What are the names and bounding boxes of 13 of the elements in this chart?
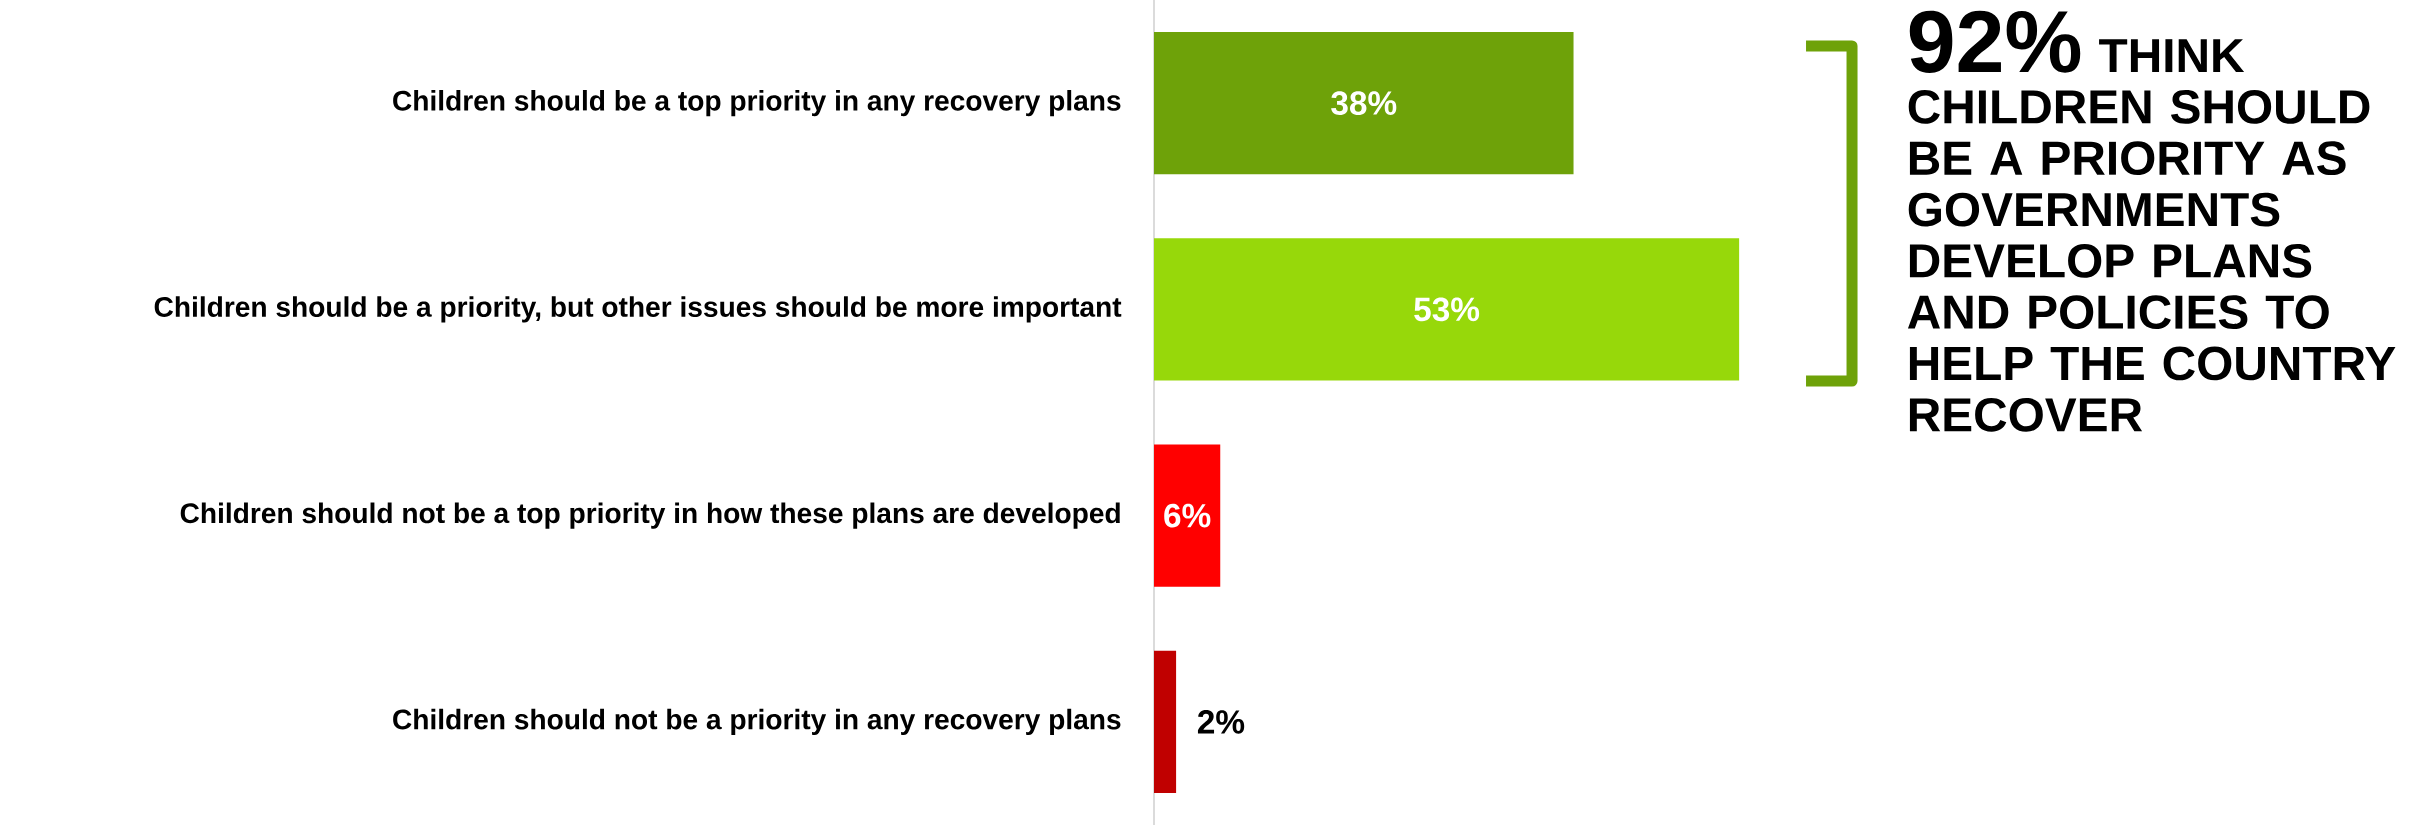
data-label: 53% bbox=[1414, 297, 1480, 322]
y-tick-label: Children should be a top priority in any recovery plans bbox=[393, 90, 1121, 117]
bar bbox=[1154, 444, 1221, 587]
y-tick-label: Children should not be a top priority in how these plans are developed bbox=[180, 502, 1120, 529]
bar bbox=[1154, 31, 1574, 175]
y-tick-label: Children should not be a priority in any recovery plans bbox=[393, 708, 1121, 735]
bar bbox=[1154, 650, 1177, 794]
data-label: 6% bbox=[1164, 503, 1211, 528]
data-label: 38% bbox=[1331, 91, 1397, 115]
data-label: 2% bbox=[1197, 710, 1245, 734]
y-tick-label: Children should be a priority, but other issues should be more important bbox=[154, 296, 1122, 323]
bar bbox=[1154, 238, 1740, 381]
text: 92% bbox=[1909, 10, 2081, 73]
